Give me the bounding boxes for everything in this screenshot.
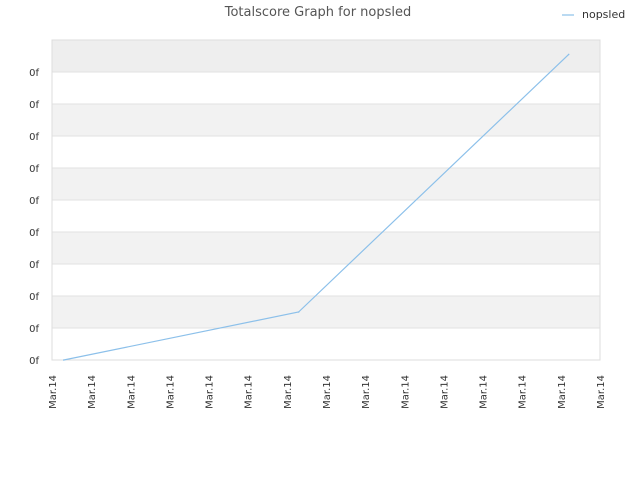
data-point [297, 311, 300, 313]
plot-band [52, 136, 600, 168]
y-axis-ticks: 0f 0f 0f 0f 0f 0f 0f 0f 0f 0f [29, 68, 39, 367]
data-point [567, 53, 570, 56]
x-tick-label: Mar.14 [87, 375, 98, 409]
plot-band [52, 104, 600, 136]
y-tick-label: 0f [29, 100, 39, 111]
y-tick-label: 0f [29, 132, 39, 143]
plot-bands [52, 40, 600, 360]
x-tick-label: Mar.14 [439, 375, 450, 409]
x-tick-label: Mar.14 [205, 375, 216, 409]
y-tick-label: 0f [29, 292, 39, 303]
x-tick-label: Mar.14 [361, 375, 372, 409]
plot-band [52, 168, 600, 200]
plot-band [52, 264, 600, 296]
x-tick-label: Mar.14 [244, 375, 255, 409]
plot-border [51, 39, 601, 361]
plot-band [52, 40, 600, 72]
x-tick-label: Mar.14 [518, 375, 529, 409]
x-tick-label: Mar.14 [283, 375, 294, 409]
plot-band [52, 72, 600, 104]
y-tick-label: 0f [29, 164, 39, 175]
plot-band [52, 232, 600, 264]
plot-band [52, 200, 600, 232]
x-tick-label: Mar.14 [48, 375, 59, 409]
legend: nopsled [562, 8, 625, 21]
x-tick-label: Mar.14 [165, 375, 176, 409]
plot-band [52, 328, 600, 360]
chart-title: Totalscore Graph for nopsled [224, 5, 412, 20]
x-tick-label: Mar.14 [322, 375, 333, 409]
y-tick-label: 0f [29, 356, 39, 367]
x-tick-label: Mar.14 [400, 375, 411, 409]
x-tick-label: Mar.14 [126, 375, 137, 409]
y-tick-label: 0f [29, 196, 39, 207]
y-tick-label: 0f [29, 324, 39, 335]
series-layer [62, 53, 570, 361]
x-tick-label: Mar.14 [557, 375, 568, 409]
x-tick-label: Mar.14 [596, 375, 607, 409]
legend-label-nopsled: nopsled [582, 8, 625, 21]
data-point [62, 359, 65, 361]
y-tick-label: 0f [29, 228, 39, 239]
x-tick-label: Mar.14 [479, 375, 490, 409]
y-tick-label: 0f [29, 68, 39, 79]
x-axis-ticks: Mar.14 Mar.14 Mar.14 Mar.14 Mar.14 Mar.14 Mar.… [48, 375, 607, 409]
y-tick-label: 0f [29, 260, 39, 271]
plot-band [52, 296, 600, 328]
